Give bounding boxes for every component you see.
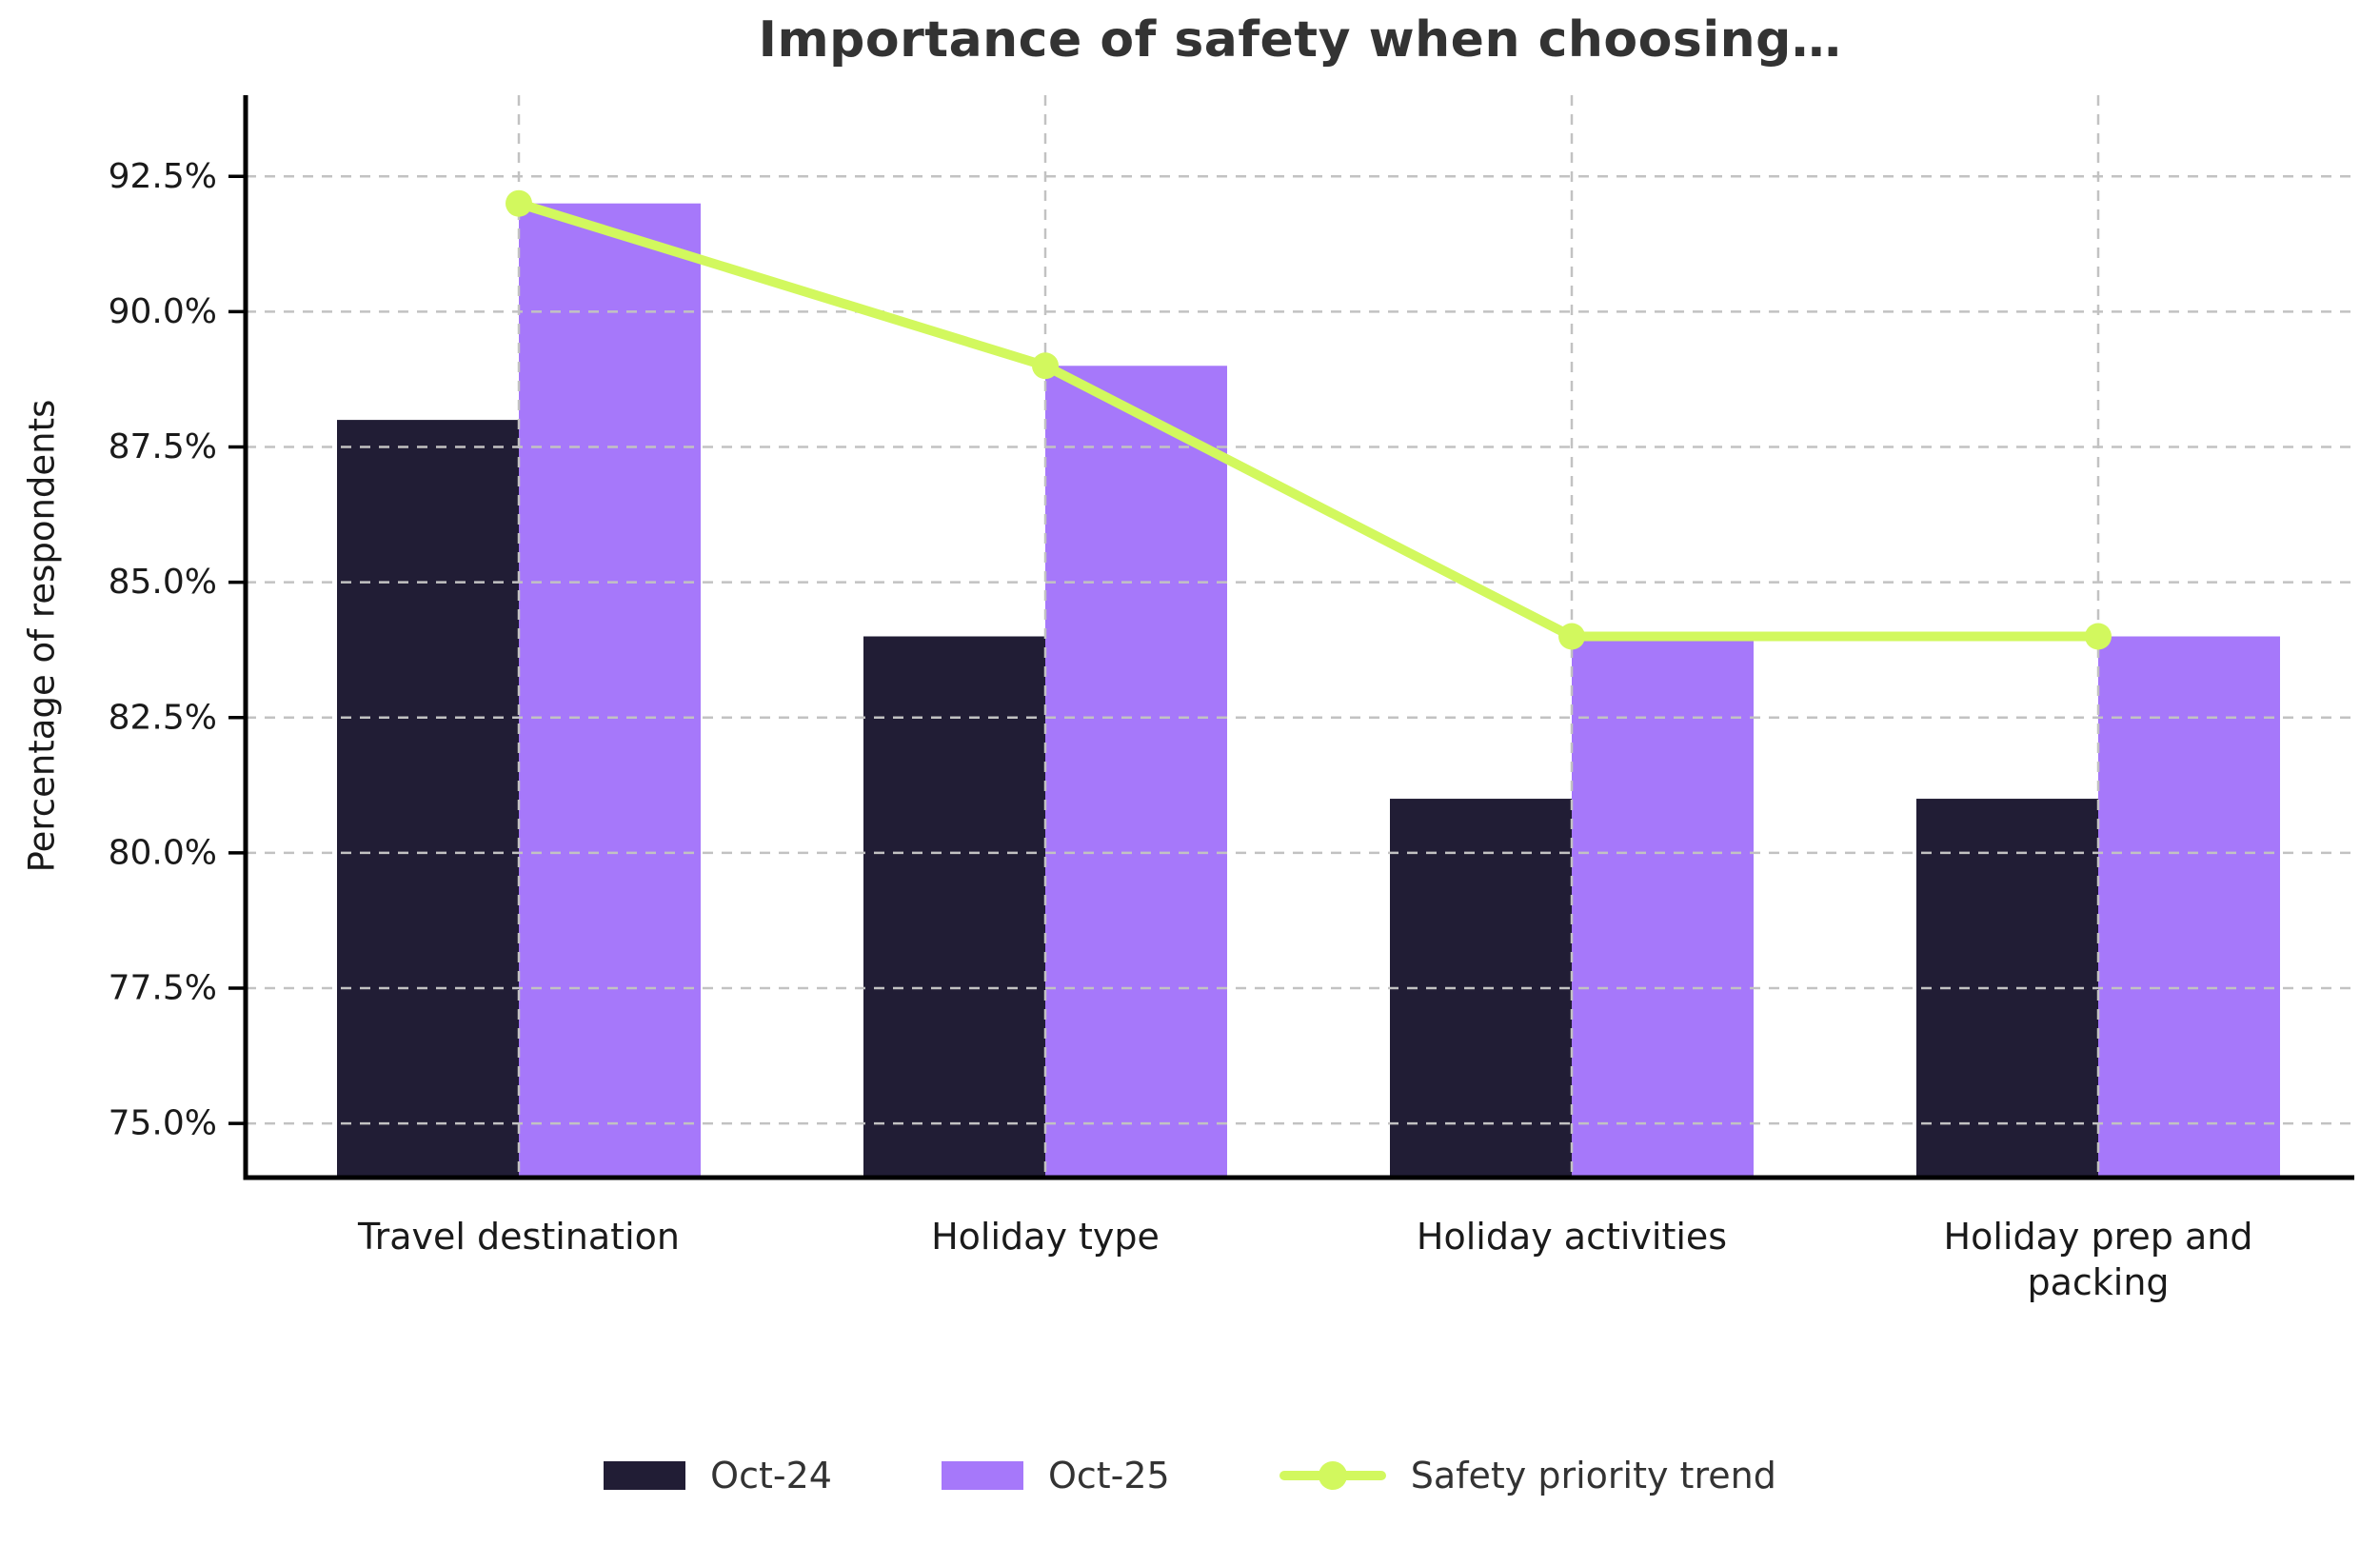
y-tick-label: 82.5% — [109, 698, 217, 737]
x-category-label: packing — [2027, 1261, 2169, 1303]
y-tick-label: 75.0% — [109, 1104, 217, 1143]
y-tick-label: 90.0% — [109, 292, 217, 331]
y-tick-label: 80.0% — [109, 833, 217, 872]
trend-line-sample — [1279, 1457, 1386, 1495]
trend-line — [514, 198, 2103, 642]
legend-item-oct-25: Oct-25 — [941, 1455, 1170, 1496]
y-tick-label: 87.5% — [109, 427, 217, 466]
legend-label-trend: Safety priority trend — [1410, 1455, 1776, 1496]
legend-label-oct-24: Oct-24 — [710, 1455, 832, 1496]
y-tick-label: 92.5% — [109, 157, 217, 196]
oct-25-swatch — [941, 1461, 1023, 1490]
x-category-label: Holiday type — [931, 1216, 1160, 1258]
bar-oct-24-cat1 — [863, 636, 1045, 1178]
trend-marker — [1558, 623, 1585, 650]
legend-label-oct-25: Oct-25 — [1047, 1455, 1170, 1496]
trend-marker — [1032, 352, 1059, 380]
x-category-label: Holiday prep and — [1944, 1216, 2253, 1258]
x-category-label: Holiday activities — [1417, 1216, 1727, 1258]
x-category-label: Travel destination — [357, 1216, 680, 1258]
y-tick-label: 77.5% — [109, 969, 217, 1008]
legend-item-trend: Safety priority trend — [1279, 1455, 1776, 1496]
bar-oct-25-cat2 — [1572, 636, 1754, 1178]
y-tick-label: 85.0% — [109, 563, 217, 602]
trend-marker-icon — [1318, 1461, 1347, 1490]
bar-oct-24-cat0 — [337, 420, 519, 1179]
bar-oct-25-cat3 — [2098, 636, 2280, 1178]
bar-oct-25-cat1 — [1045, 366, 1227, 1178]
chart-title: Importance of safety when choosing… — [758, 11, 1842, 69]
trend-marker — [2085, 623, 2112, 650]
bar-oct-25-cat0 — [519, 203, 701, 1178]
oct-24-swatch — [604, 1461, 686, 1490]
legend: Oct-24 Oct-25 Safety priority trend — [0, 1455, 2380, 1496]
trend-marker — [506, 189, 532, 217]
legend-item-oct-24: Oct-24 — [604, 1455, 832, 1496]
